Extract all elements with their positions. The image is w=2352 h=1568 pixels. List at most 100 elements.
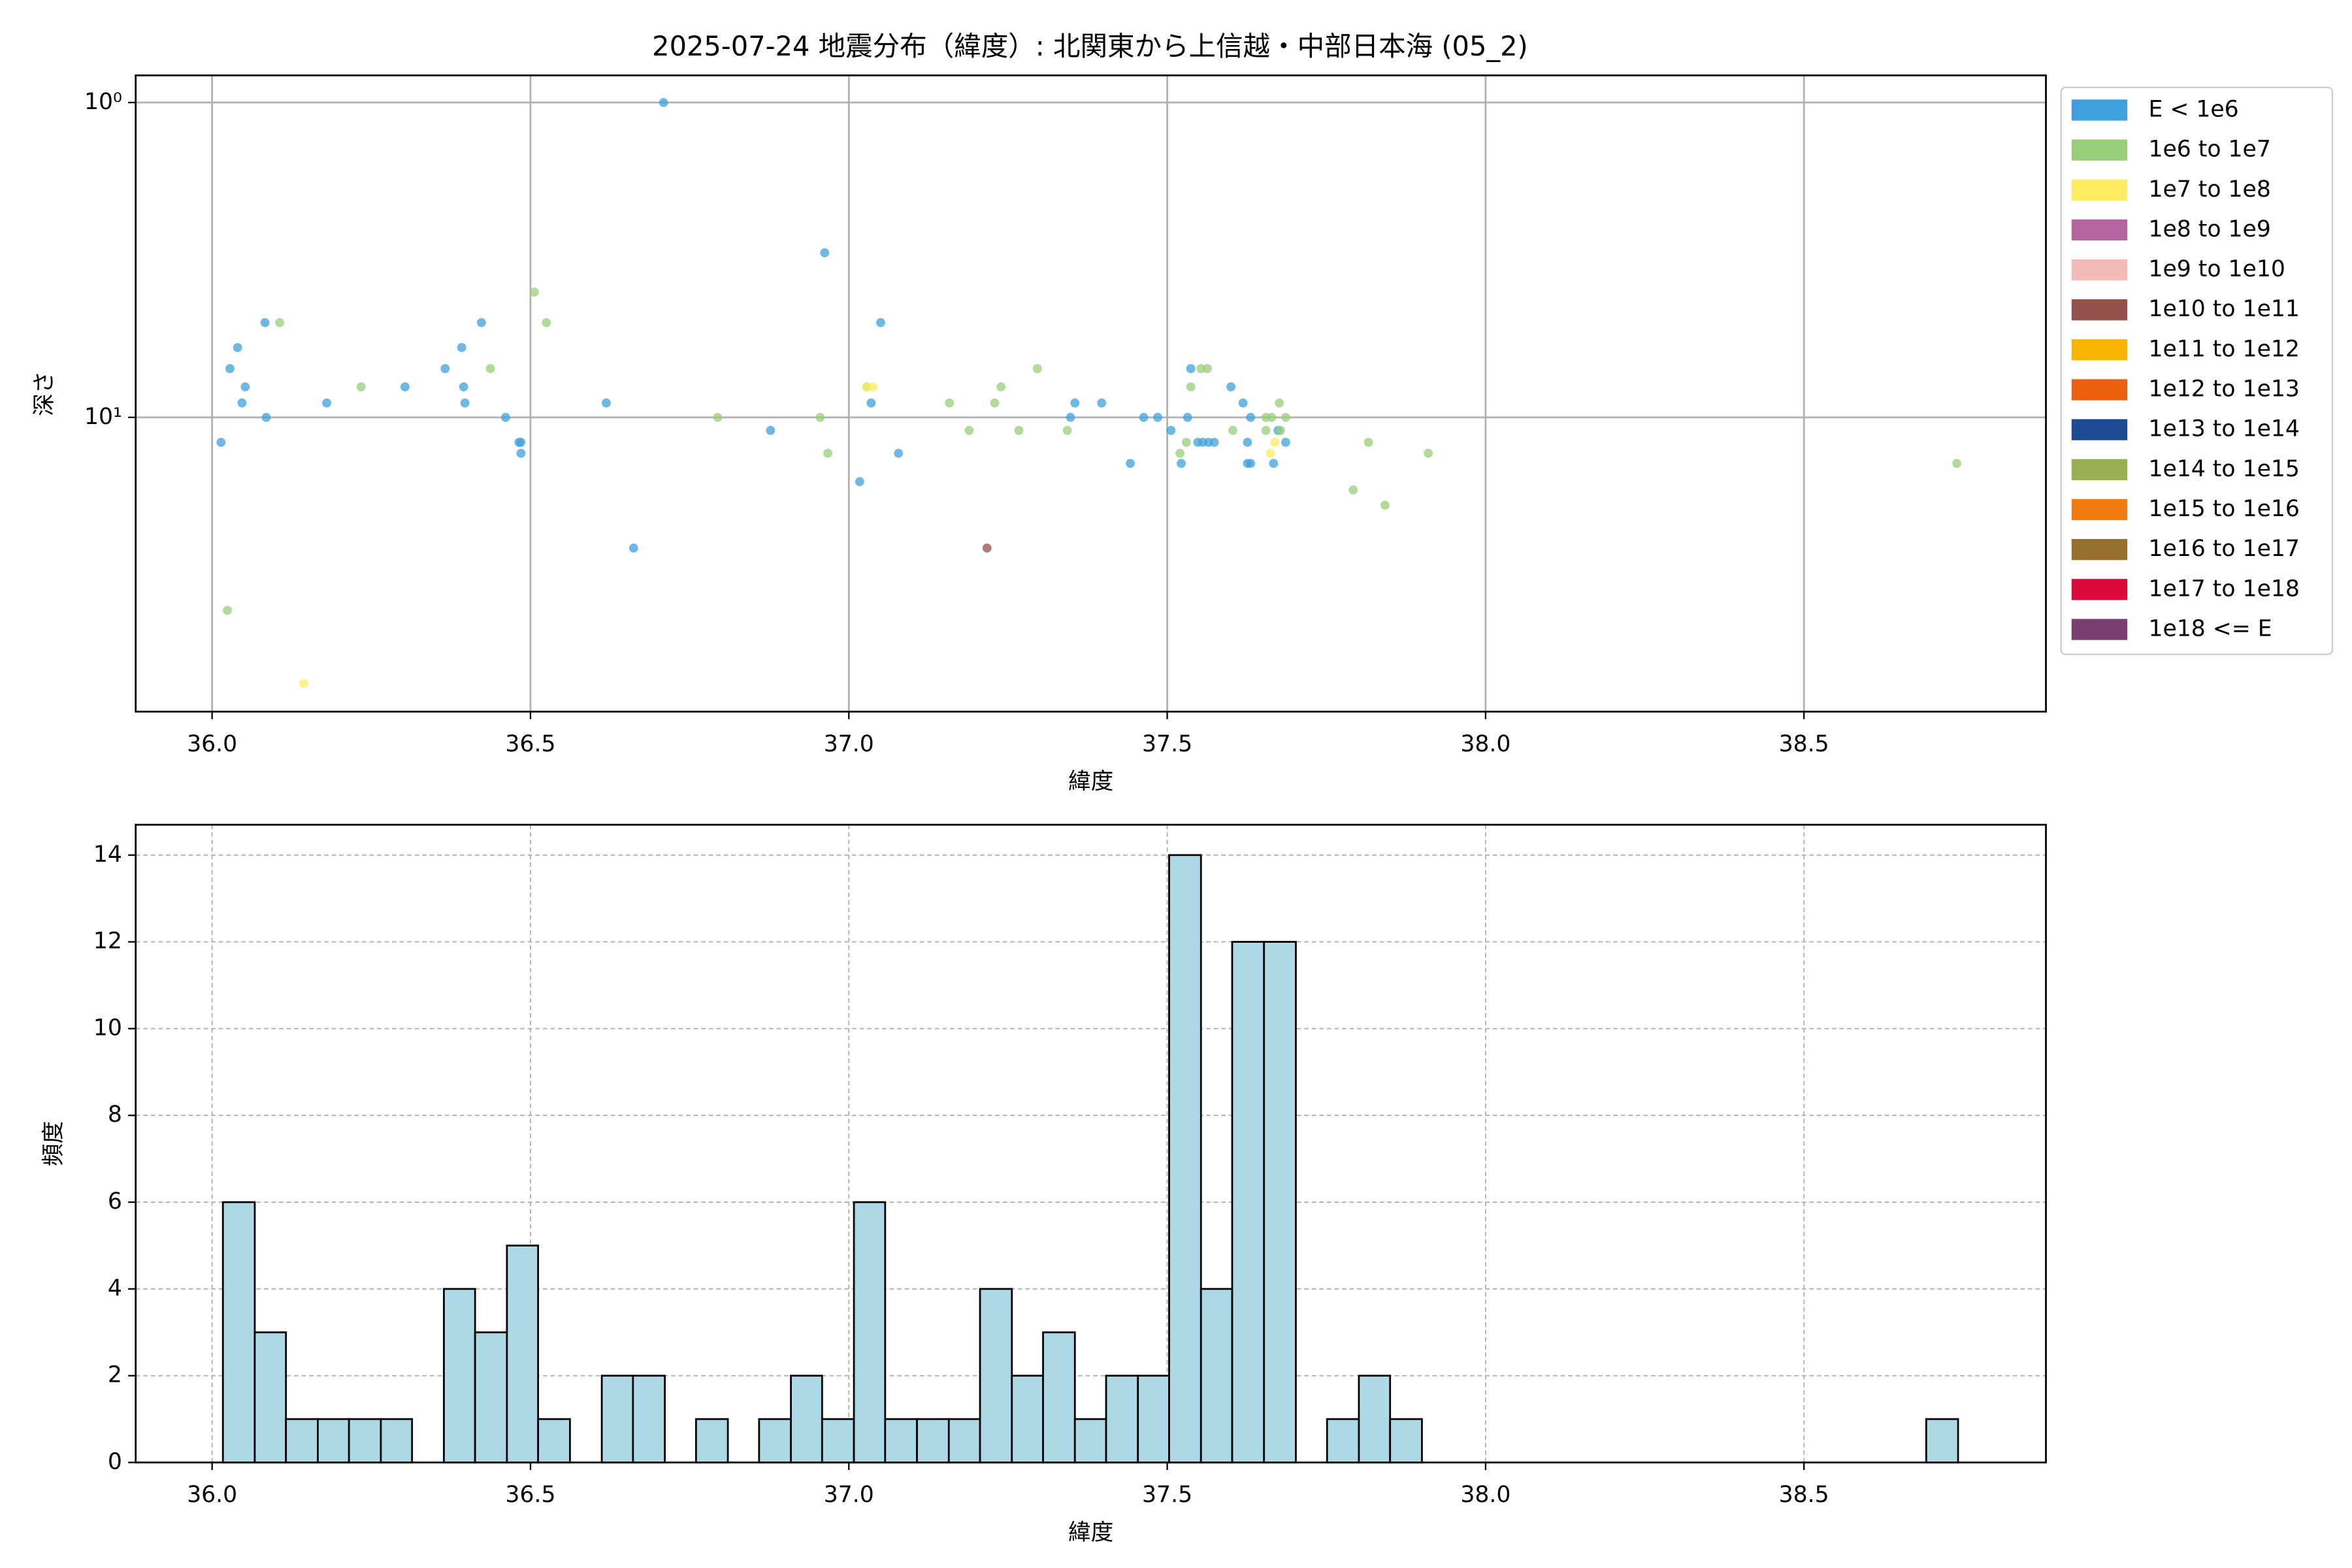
point (823, 448, 833, 458)
bar (348, 1418, 382, 1463)
bar (884, 1418, 918, 1463)
legend-swatch (2071, 379, 2128, 400)
point (237, 398, 247, 408)
point (990, 398, 1000, 408)
legend-label: 1e13 to 1e14 (2148, 416, 2299, 442)
point (713, 412, 723, 422)
point (322, 398, 331, 408)
point (1261, 425, 1271, 435)
bar (1168, 854, 1202, 1463)
point (1062, 425, 1072, 435)
point (1126, 459, 1135, 468)
bar (947, 1418, 981, 1463)
bar (790, 1375, 823, 1463)
point (1097, 398, 1107, 408)
point (894, 448, 904, 458)
bar (1263, 941, 1297, 1463)
bar (1073, 1418, 1107, 1463)
legend-label: 1e12 to 1e13 (2148, 376, 2299, 402)
bar (916, 1418, 950, 1463)
point (602, 398, 611, 408)
point (225, 364, 235, 374)
point (1266, 448, 1275, 458)
x-tick-label: 38.0 (1460, 1482, 1511, 1508)
bar (380, 1418, 414, 1463)
x-tick-label: 37.5 (1142, 1482, 1192, 1508)
legend-swatch (2071, 619, 2128, 640)
bar (1011, 1375, 1044, 1463)
point (1276, 425, 1285, 435)
bar (1042, 1331, 1076, 1463)
legend-swatch (2071, 419, 2128, 440)
bar (443, 1288, 476, 1463)
point (275, 318, 284, 327)
legend-swatch (2071, 219, 2128, 241)
x-tick-label: 38.5 (1779, 1482, 1829, 1508)
point (516, 448, 526, 458)
legend-swatch (2071, 579, 2128, 600)
point (476, 318, 486, 327)
y-tick-label: 10 (93, 1015, 122, 1041)
bar (1231, 941, 1266, 1463)
point (1269, 459, 1279, 468)
point (1175, 448, 1184, 458)
point (1177, 459, 1186, 468)
point (529, 287, 539, 297)
axes-frame (135, 74, 2047, 713)
bar (979, 1288, 1013, 1463)
bar (1389, 1418, 1423, 1463)
point (1261, 412, 1271, 422)
point (1246, 412, 1256, 422)
bar (600, 1375, 634, 1463)
point (1281, 438, 1290, 447)
bar (1137, 1375, 1170, 1463)
bar (474, 1331, 508, 1463)
legend-swatch (2071, 179, 2128, 201)
x-axis-label: 緯度 (1068, 769, 1113, 795)
legend-label: 1e8 to 1e9 (2148, 216, 2270, 242)
chart-title: 2025-07-24 地震分布（緯度）: 北関東から上信越・中部日本海 (05_… (652, 30, 1528, 62)
point (1203, 364, 1212, 374)
point (866, 398, 876, 408)
point (1032, 364, 1042, 374)
legend-swatch (2071, 459, 2128, 480)
point (1139, 412, 1149, 422)
y-tick-label: 10¹ (84, 404, 122, 430)
point (356, 382, 366, 392)
point (820, 248, 830, 257)
bar (1925, 1418, 1959, 1463)
point (1066, 412, 1075, 422)
point (1270, 438, 1280, 447)
point (457, 343, 466, 352)
point (1281, 412, 1290, 422)
y-tick-label: 0 (108, 1448, 122, 1475)
y-tick-label: 8 (108, 1102, 122, 1128)
bar (221, 1201, 256, 1463)
point (1228, 425, 1237, 435)
point (1186, 364, 1196, 374)
point (945, 398, 955, 408)
point (233, 343, 242, 352)
point (1181, 438, 1191, 447)
point (216, 438, 226, 447)
bar (632, 1375, 666, 1463)
point (629, 543, 638, 553)
point (223, 606, 232, 615)
legend-label: 1e7 to 1e8 (2148, 176, 2270, 203)
legend-label: 1e10 to 1e11 (2148, 296, 2299, 322)
point (1380, 500, 1390, 510)
point (260, 318, 270, 327)
bar (694, 1418, 729, 1463)
point (996, 382, 1006, 392)
y-tick-label: 4 (108, 1275, 122, 1301)
point (400, 382, 410, 392)
y-tick-label: 10⁰ (84, 89, 122, 115)
point (1238, 398, 1248, 408)
legend-swatch (2071, 498, 2128, 521)
point (862, 382, 872, 392)
legend-label: 1e15 to 1e16 (2148, 496, 2299, 522)
point (876, 318, 885, 327)
x-tick-label: 37.5 (1142, 731, 1192, 757)
point (299, 679, 308, 689)
point (1243, 438, 1252, 447)
